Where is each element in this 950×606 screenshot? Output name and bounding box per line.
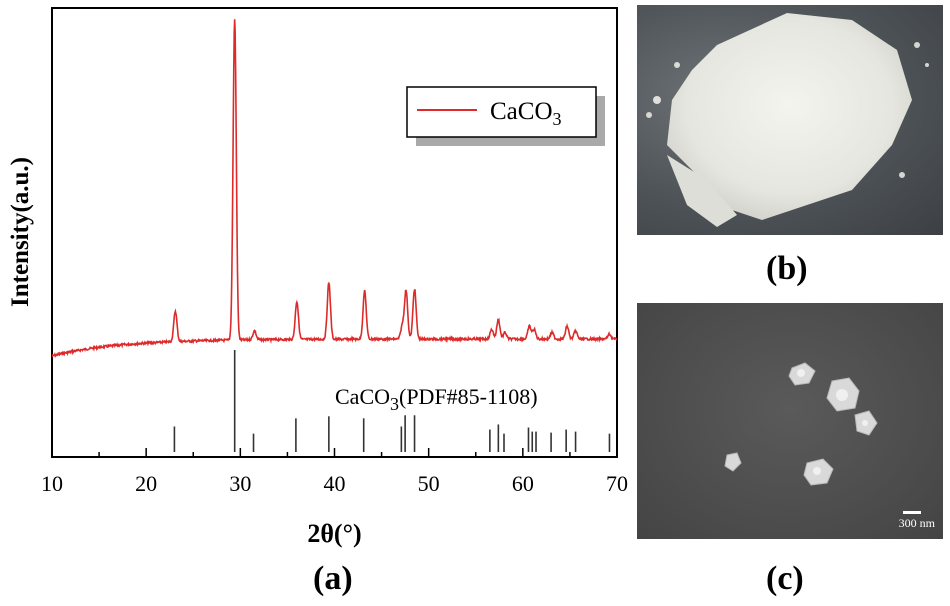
y-axis-label: Intensity(a.u.): [7, 157, 34, 307]
xrd-chart: 10 20 30 40 50 60 70 2θ(°) Intensity(a.u.) CaCO3(…: [7, 7, 628, 548]
legend-box: [406, 86, 597, 138]
x-tick-label: 50: [418, 471, 440, 496]
panel-label-c: (c): [766, 560, 804, 597]
x-tick-label: 60: [512, 471, 534, 496]
x-axis-label: 2θ(°): [307, 519, 361, 548]
powder-photo: [637, 5, 943, 235]
panel-label-a: (a): [313, 560, 353, 597]
x-tick-label: 40: [324, 471, 346, 496]
x-tick-label: 30: [229, 471, 251, 496]
sem-image: 300 nm: [637, 303, 943, 539]
sem-scale-label: 300 nm: [898, 516, 935, 530]
legend-label: CaCO3: [490, 98, 562, 129]
x-tick-label: 20: [135, 471, 157, 496]
sem-particles: [724, 362, 878, 486]
x-tick-label: 10: [41, 471, 63, 496]
x-tick-label: 70: [606, 471, 628, 496]
powder-pile-image: [646, 13, 929, 227]
panel-label-b: (b): [766, 250, 808, 287]
sem-scale-bar: [903, 511, 921, 514]
xrd-series-caco3: [51, 19, 618, 358]
reference-label: CaCO3(PDF#85-1108): [335, 384, 538, 414]
